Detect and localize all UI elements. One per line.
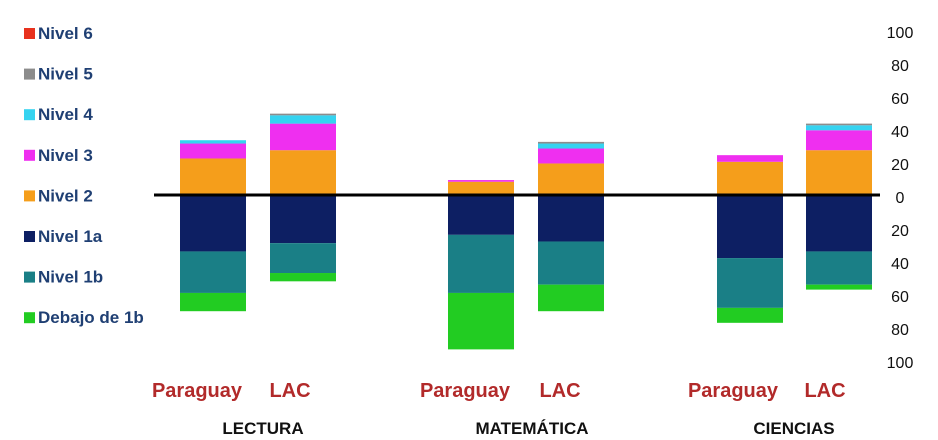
bar-segment-matematica-lac-nivel-1b [538,241,604,285]
legend-swatch-nivel-4 [24,109,35,121]
bar-segment-matematica-paraguay-nivel-2 [448,181,514,195]
legend-swatch-nivel-1b [24,271,35,283]
y-tick-label: 20 [891,157,909,174]
bar-segment-ciencias-paraguay-debajo-de-1b [717,307,783,323]
bar-label-paraguay: Paraguay [688,380,779,402]
y-tick-label: 80 [891,58,909,75]
legend-swatch-nivel-5 [24,68,35,80]
bar-segment-matematica-lac-nivel-4 [538,143,604,149]
legend-swatch-debajo-de-1b [24,312,35,324]
bar-segment-ciencias-lac-nivel-1a [806,195,872,252]
legend-label-nivel-2: Nivel 2 [38,186,93,205]
bar-segment-lectura-lac-debajo-de-1b [270,273,336,282]
bar-segment-matematica-paraguay-nivel-1b [448,234,514,293]
bar-segment-lectura-paraguay-nivel-1a [180,195,246,252]
bar-segment-lectura-paraguay-nivel-4 [180,140,246,144]
bar-label-lac: LAC [269,380,310,402]
bar-segment-matematica-lac-nivel-2 [538,163,604,195]
y-tick-label: 20 [891,223,909,240]
bar-segment-lectura-lac-nivel-2 [270,150,336,195]
bars [180,113,872,350]
bar-segment-matematica-paraguay-debajo-de-1b [448,292,514,350]
bar-segment-ciencias-lac-nivel-5 [806,123,872,126]
bar-label-paraguay: Paraguay [152,380,243,402]
y-axis: 100 80 60 40 20 0 20 40 60 80 100 [154,25,913,372]
y-tick-label: 40 [891,256,909,273]
bar-segment-ciencias-lac-nivel-2 [806,150,872,195]
bar-segment-ciencias-lac-nivel-4 [806,125,872,131]
bar-segment-ciencias-lac-nivel-3 [806,130,872,151]
legend-label-nivel-4: Nivel 4 [38,105,93,124]
bar-segment-matematica-paraguay-nivel-1a [448,195,514,235]
bar-segment-matematica-lac-nivel-1a [538,195,604,242]
bar-label-lac: LAC [804,380,845,402]
legend-swatch-nivel-1a [24,231,35,242]
bar-segment-ciencias-paraguay-nivel-1a [717,195,783,259]
bar-segment-ciencias-paraguay-nivel-1b [717,258,783,308]
legend-label-debajo-de-1b: Debajo de 1b [38,308,144,327]
bar-segment-ciencias-paraguay-nivel-2 [717,161,783,195]
y-tick-label: 0 [896,190,905,207]
bar-segment-lectura-lac-nivel-4 [270,115,336,124]
legend-label-nivel-1a: Nivel 1a [38,227,103,246]
bar-segment-lectura-paraguay-nivel-2 [180,158,246,195]
bar-segment-lectura-paraguay-debajo-de-1b [180,292,246,312]
bar-segment-lectura-paraguay-nivel-1b [180,251,246,293]
bar-segment-matematica-lac-debajo-de-1b [538,284,604,312]
bar-segment-ciencias-paraguay-nivel-3 [717,155,783,162]
bar-segment-ciencias-lac-nivel-1b [806,251,872,285]
bar-segment-lectura-paraguay-nivel-3 [180,143,246,159]
subject-label-ciencias: CIENCIAS [753,419,834,438]
legend-label-nivel-6: Nivel 6 [38,24,93,43]
bar-segment-matematica-paraguay-nivel-3 [448,180,514,182]
bar-segment-ciencias-lac-debajo-de-1b [806,284,872,290]
y-tick-label: 60 [891,289,909,306]
legend: Nivel 6 Nivel 5 Nivel 4 Nivel 3 Nivel 2 Nivel… [24,24,144,327]
legend-label-nivel-1b: Nivel 1b [38,268,103,287]
legend-label-nivel-5: Nivel 5 [38,65,93,84]
bar-label-lac: LAC [539,380,580,402]
bar-segment-lectura-lac-nivel-5 [270,113,336,116]
subject-label-lectura: LECTURA [222,419,303,438]
bar-label-paraguay: Paraguay [420,380,511,402]
legend-swatch-nivel-2 [24,190,35,202]
y-tick-label: 60 [891,91,909,108]
y-tick-label: 40 [891,124,909,141]
y-tick-label: 100 [887,25,914,42]
category-labels: Paraguay LAC LECTURA Paraguay LAC MATEMÁTICA P… [152,380,846,438]
bar-segment-matematica-lac-nivel-5 [538,141,604,144]
legend-swatch-nivel-6 [24,28,35,39]
bar-segment-lectura-lac-nivel-3 [270,123,336,151]
legend-swatch-nivel-3 [24,149,35,161]
subject-label-matematica: MATEMÁTICA [476,419,589,438]
legend-label-nivel-3: Nivel 3 [38,146,93,165]
bar-segment-lectura-lac-nivel-1a [270,195,336,244]
bar-segment-matematica-lac-nivel-3 [538,148,604,164]
bar-segment-lectura-lac-nivel-1b [270,243,336,274]
y-tick-label: 80 [891,322,909,339]
y-tick-label: 100 [887,355,914,372]
